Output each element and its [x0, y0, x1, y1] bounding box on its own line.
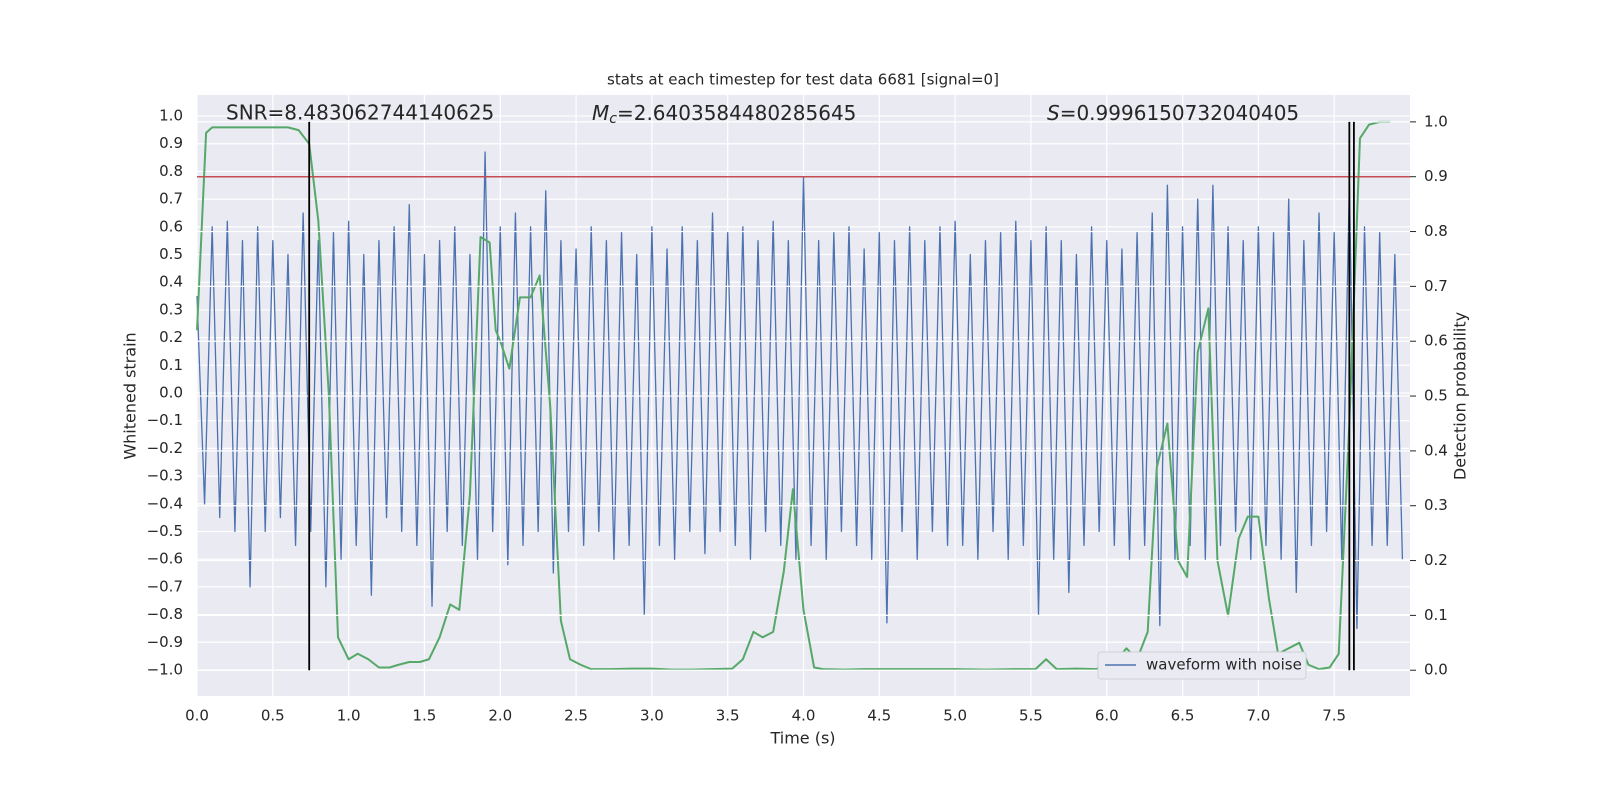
x-tick-label: 7.0: [1246, 707, 1270, 725]
x-tick-label: 0.0: [185, 707, 209, 725]
y-tick-label: −0.8: [147, 605, 183, 623]
x-tick-label: 3.0: [640, 707, 664, 725]
y-tick-label: 0.5: [159, 245, 183, 263]
y-tick-label: −0.3: [147, 467, 183, 485]
x-tick-label: 3.5: [716, 707, 740, 725]
x-tick-label: 1.5: [413, 707, 437, 725]
x-tick-label: 0.5: [261, 707, 285, 725]
y2-tick-label: 0.9: [1424, 167, 1448, 185]
annotation-subscript: c: [609, 111, 617, 127]
y-tick-label: 0.3: [159, 300, 183, 318]
y-tick-label: −0.9: [147, 633, 183, 651]
y-tick-label: 0.2: [159, 328, 183, 346]
y2-tick-label: 1.0: [1424, 112, 1448, 130]
y-axis-label: Whitened strain: [121, 332, 140, 459]
annotation-text: =0.9996150732040405: [1060, 101, 1299, 125]
chart-title: stats at each timestep for test data 668…: [607, 71, 999, 89]
x-tick-label: 5.5: [1019, 707, 1043, 725]
y-tick-label: 0.8: [159, 162, 183, 180]
legend-box: [1097, 651, 1307, 680]
y-tick-label: −0.7: [147, 577, 183, 595]
x-axis-label: Time (s): [769, 729, 835, 748]
series-line: [196, 120, 1391, 671]
y-tick-label: 0.0: [159, 384, 183, 402]
y2-tick-label: 0.8: [1424, 222, 1448, 240]
annotation-symbol: S: [1047, 101, 1060, 125]
y-tick-label: 1.0: [159, 107, 183, 125]
y-tick-label: 0.9: [159, 134, 183, 152]
x-tick-label: 4.5: [867, 707, 891, 725]
series-line: [196, 151, 1404, 630]
x-tick-label: 4.0: [792, 707, 816, 725]
x-tick-label: 2.0: [488, 707, 512, 725]
y-tick-label: −0.5: [147, 522, 183, 540]
x-tick-label: 6.5: [1171, 707, 1195, 725]
annotation: S=0.9996150732040405: [1047, 101, 1299, 125]
y2-tick-label: 0.7: [1424, 277, 1448, 295]
y2-tick-label: 0.3: [1424, 496, 1448, 514]
y2-tick-label: 0.2: [1424, 551, 1448, 569]
legend-label: waveform with noise: [1146, 656, 1302, 674]
y2-tick-label: 0.6: [1424, 332, 1448, 350]
annotation-text: =2.6403584480285645: [617, 101, 856, 125]
annotation: Mc=2.6403584480285645: [592, 101, 856, 128]
y2-axis-label: Detection probability: [1451, 312, 1470, 480]
y-tick-label: −0.4: [147, 494, 183, 512]
y-tick-label: −0.6: [147, 550, 183, 568]
y-tick-label: 0.4: [159, 273, 183, 291]
x-tick-label: 2.5: [564, 707, 588, 725]
plot-layer: waveform with noise: [196, 95, 1410, 696]
y2-tick-label: 0.1: [1424, 606, 1448, 624]
y-tick-label: 0.7: [159, 190, 183, 208]
y-tick-label: −0.1: [147, 411, 183, 429]
y-tick-label: 0.1: [159, 356, 183, 374]
y2-tick-label: 0.0: [1424, 661, 1448, 679]
y2-tick-label: 0.4: [1424, 441, 1448, 459]
x-tick-label: 6.0: [1095, 707, 1119, 725]
x-tick-label: 1.0: [337, 707, 361, 725]
x-tick-label: 5.0: [943, 707, 967, 725]
annotation: SNR=8.483062744140625: [226, 101, 494, 125]
y2-tick-label: 0.5: [1424, 387, 1448, 405]
annotation-symbol: M: [592, 101, 609, 125]
y-tick-label: −0.2: [147, 439, 183, 457]
x-tick-label: 7.5: [1322, 707, 1346, 725]
y-tick-label: 0.6: [159, 217, 183, 235]
y-tick-label: −1.0: [147, 660, 183, 678]
